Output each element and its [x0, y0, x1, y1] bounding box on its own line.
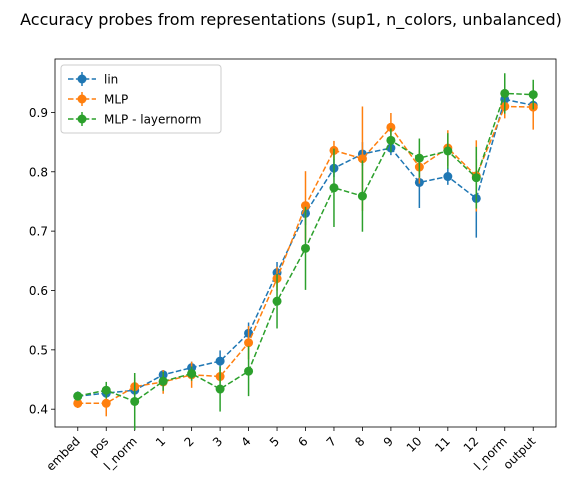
x-tick-label: 3 — [210, 434, 225, 449]
x-tick-label: 11 — [432, 434, 453, 455]
data-point — [443, 172, 453, 182]
x-tick-label: 9 — [381, 434, 396, 449]
y-tick-label: 0.6 — [29, 284, 48, 298]
y-tick-label: 0.5 — [29, 343, 48, 357]
data-point — [101, 385, 111, 395]
data-point — [215, 384, 225, 394]
legend-marker — [77, 114, 87, 124]
data-point — [386, 135, 396, 145]
legend-marker — [77, 94, 87, 104]
legend-label: MLP - layernorm — [104, 113, 202, 127]
data-point — [215, 356, 225, 366]
y-tick-label: 0.8 — [29, 165, 48, 179]
data-point — [443, 146, 453, 156]
chart-title: Accuracy probes from representations (su… — [20, 10, 562, 30]
x-tick-label: 7 — [324, 434, 339, 449]
x-tick-label: 2 — [181, 434, 196, 449]
data-point — [528, 90, 538, 100]
data-point — [500, 88, 510, 98]
x-tick-label: output — [500, 434, 538, 472]
data-point — [301, 243, 310, 253]
data-point — [272, 296, 282, 306]
data-point — [386, 122, 396, 132]
x-tick-label: 5 — [267, 434, 282, 449]
data-point — [329, 183, 339, 193]
data-point — [73, 391, 83, 401]
y-tick-label: 0.7 — [29, 225, 48, 239]
data-point — [73, 398, 83, 408]
data-point — [187, 369, 197, 379]
y-tick-label: 0.4 — [29, 403, 48, 417]
data-point — [158, 376, 168, 386]
data-point — [301, 201, 310, 211]
legend-box — [60, 64, 222, 134]
x-tick-label: 10 — [404, 434, 425, 455]
data-point — [130, 396, 140, 406]
legend-label: lin — [104, 73, 118, 87]
x-tick-label: 4 — [238, 434, 253, 449]
x-tick-label: 12 — [461, 434, 482, 455]
data-point — [101, 398, 111, 408]
data-point — [357, 154, 367, 164]
x-tick-label: 6 — [295, 434, 310, 449]
data-point — [244, 338, 254, 348]
data-point — [414, 153, 424, 163]
series-mlp-layernorm — [73, 73, 538, 430]
data-point — [357, 191, 367, 201]
y-tick-label: 0.9 — [29, 106, 48, 120]
legend-marker — [77, 74, 87, 84]
x-tick-label: embed — [44, 434, 83, 473]
x-tick-label: 8 — [352, 434, 367, 449]
data-point — [244, 366, 254, 376]
x-tick-label: 1 — [153, 434, 168, 449]
data-point — [471, 173, 481, 183]
legend-label: MLP — [104, 93, 128, 107]
